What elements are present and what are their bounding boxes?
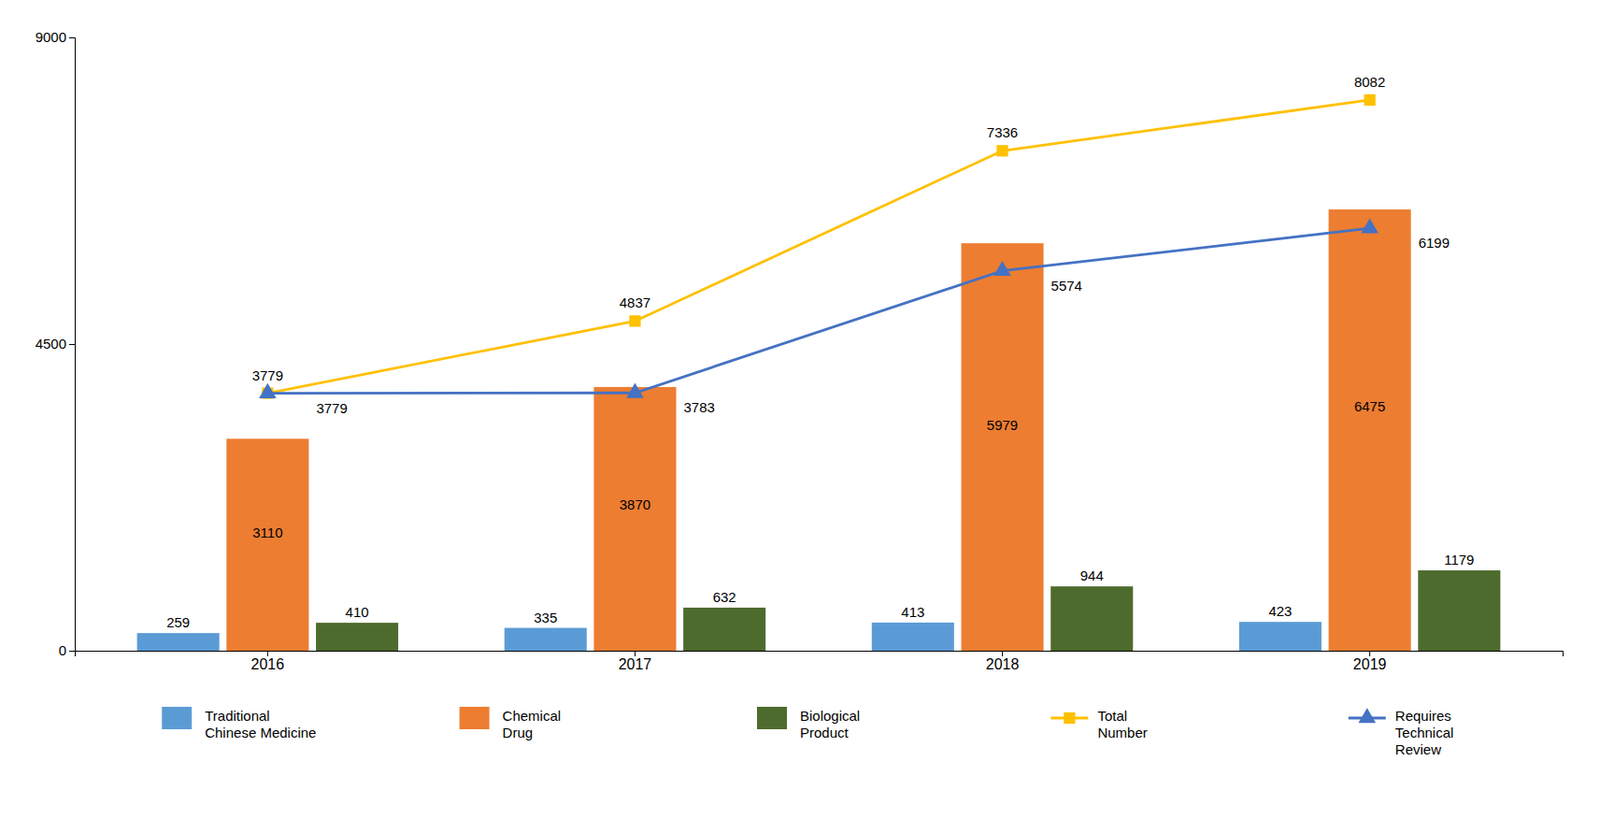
bar [1417,570,1500,651]
legend-label: ChemicalDrug [502,707,562,741]
bar-series [315,570,1500,651]
x-tick-mark [1369,650,1371,657]
marker [1364,94,1376,106]
y-tick-label: 4500 [35,335,67,352]
data-label: 3870 [619,496,651,513]
legend-item: ChemicalDrug [459,706,562,741]
data-label: 1179 [1443,551,1474,568]
data-label: 944 [1080,567,1104,584]
line-series [258,217,1379,399]
marker [626,383,644,399]
bar [871,622,955,651]
legend-swatch [459,706,490,729]
marker [628,314,641,327]
y-tick-mark [69,650,75,652]
bar [1328,209,1412,651]
marker [996,144,1008,157]
y-tick: 0 [58,642,75,658]
legend-item: RequiresTechnicalReview [1348,707,1455,758]
legend-marker [1063,712,1075,724]
bar [683,607,766,651]
x-tick-label: 2018 [985,656,1020,672]
data-label: 335 [533,609,558,626]
legend: TraditionalChinese Medicine ChemicalDrug B… [161,706,1454,758]
legend-swatch [757,706,787,729]
x-tick: 2018 [985,650,1020,672]
x-tick: 2016 [251,650,286,672]
bar [315,622,399,651]
x-tick: 2017 [618,650,653,672]
legend-marker [1357,707,1376,723]
data-label: 8082 [1354,73,1386,90]
data-label: 7336 [986,124,1018,141]
data-label: 632 [713,588,737,605]
marker [993,260,1012,276]
data-labels: 259 335 413 423 3110 3870 5979 6475 410 632 944 117… [166,73,1474,630]
marks [137,94,1501,651]
legend-item: BiologicalProduct [757,706,860,741]
data-label: 5979 [986,416,1018,433]
marker [258,383,277,399]
data-label: 5574 [1051,277,1083,294]
x-tick-mark [634,650,636,657]
x-axis-line [75,651,1564,658]
line [267,100,1370,394]
data-label: 6475 [1354,398,1386,415]
line [267,228,1370,393]
legend-label: TraditionalChinese Medicine [204,707,316,741]
legend-item: TraditionalChinese Medicine [161,706,316,741]
y-tick: 4500 [35,335,75,352]
data-label: 259 [166,614,190,630]
x-tick-mark [1001,650,1003,657]
x-tick-label: 2017 [618,656,653,672]
y-axis-line [69,38,76,652]
data-label: 413 [900,603,925,620]
bar [1050,585,1133,651]
legend-label: BiologicalProduct [800,707,860,741]
bar [593,386,676,651]
x-tick-label: 2019 [1353,656,1387,672]
data-label: 3783 [683,399,715,415]
data-label: 3779 [252,367,284,384]
data-label: 423 [1268,602,1292,619]
bar-series [226,209,1411,651]
x-tick-mark [267,650,269,657]
data-label: 3110 [252,524,283,541]
y-tick-mark [69,343,75,345]
y-tick-label: 0 [58,642,67,658]
marker [1360,217,1379,233]
x-axis: 2016 2017 2018 2019 [75,650,1564,672]
bar [137,632,220,651]
bar [1239,621,1322,651]
y-axis: 0 4500 9000 [35,28,76,658]
legend-swatch [161,706,192,729]
data-label: 410 [345,603,370,620]
bar [504,628,587,651]
bar [226,438,309,651]
legend-item: TotalNumber [1050,707,1147,741]
data-label: 3779 [315,400,347,416]
data-label: 6199 [1418,234,1450,251]
bar [961,242,1044,651]
y-tick: 9000 [35,28,75,45]
y-tick-label: 9000 [35,28,67,45]
chart: 0 4500 9000 2016 2017 2018 2019 259 335 413 423 311… [0,0,1600,819]
legend-label: RequiresTechnicalReview [1395,707,1455,758]
legend-label: TotalNumber [1097,707,1147,741]
plot: 0 4500 9000 2016 2017 2018 2019 259 335 413 423 311… [35,28,1564,672]
y-tick-mark [69,37,75,39]
data-label: 4837 [619,294,651,311]
x-tick-label: 2016 [251,656,286,672]
x-tick: 2019 [1353,650,1387,672]
line-series [261,94,1376,400]
